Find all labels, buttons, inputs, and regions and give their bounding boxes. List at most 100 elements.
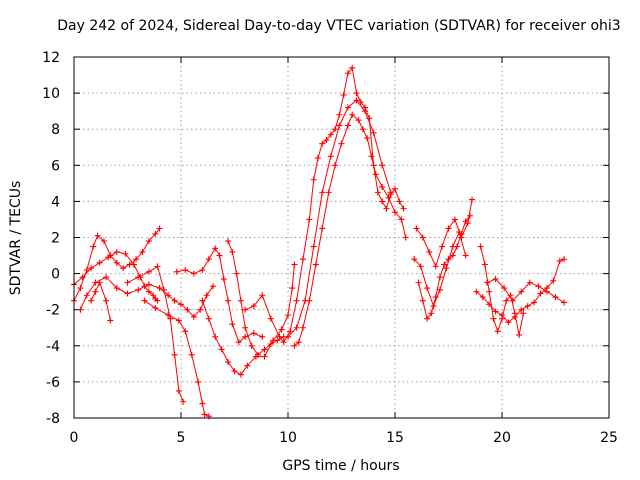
data-point bbox=[561, 256, 568, 263]
data-point bbox=[336, 111, 343, 118]
data-point bbox=[552, 294, 559, 301]
data-point bbox=[520, 310, 527, 317]
data-point bbox=[285, 312, 291, 319]
data-point bbox=[379, 183, 386, 190]
x-axis-title: GPS time / hours bbox=[282, 458, 399, 474]
tick-labels: 0 5 10 15 20 25 -8 -6 -4 -2 0 2 4 6 8 10 12 bbox=[42, 50, 618, 446]
data-point bbox=[175, 317, 182, 324]
data-point bbox=[195, 378, 202, 385]
data-point bbox=[302, 297, 309, 304]
data-point bbox=[516, 331, 523, 338]
data-point bbox=[481, 261, 488, 268]
data-point bbox=[312, 261, 319, 268]
data-point bbox=[205, 256, 212, 263]
data-point bbox=[400, 205, 407, 212]
data-point bbox=[205, 315, 212, 322]
data-point bbox=[387, 189, 394, 196]
data-point bbox=[267, 340, 274, 347]
data-point bbox=[220, 276, 227, 283]
y-tick-label: -8 bbox=[46, 411, 60, 427]
data-point bbox=[285, 333, 291, 340]
data-point bbox=[167, 315, 174, 322]
series-sat-c bbox=[77, 274, 217, 320]
data-point bbox=[154, 263, 161, 270]
data-point bbox=[537, 290, 544, 297]
chart-title: Day 242 of 2024, Sidereal Day-to-day VTE… bbox=[57, 18, 620, 34]
series-sat-l bbox=[285, 97, 394, 340]
data-point bbox=[473, 288, 480, 295]
data-point bbox=[203, 292, 210, 299]
y-tick-label: 6 bbox=[51, 158, 60, 174]
data-point bbox=[439, 243, 446, 250]
data-point bbox=[259, 292, 266, 299]
data-point bbox=[231, 368, 238, 375]
data-point bbox=[319, 140, 326, 147]
data-point bbox=[445, 225, 452, 232]
x-tick-label: 0 bbox=[70, 430, 79, 446]
data-point bbox=[518, 288, 525, 295]
data-point bbox=[451, 216, 458, 223]
data-point bbox=[319, 225, 326, 232]
series-sat-p bbox=[473, 256, 568, 326]
data-point bbox=[103, 297, 110, 304]
data-point bbox=[242, 333, 249, 340]
data-point bbox=[165, 292, 172, 299]
series-line bbox=[415, 199, 473, 267]
series-sat-g bbox=[173, 245, 266, 346]
data-point bbox=[383, 205, 390, 212]
data-point bbox=[556, 257, 563, 264]
data-point bbox=[79, 274, 86, 281]
series-line bbox=[144, 300, 209, 417]
data-point bbox=[415, 279, 422, 286]
data-point bbox=[430, 303, 437, 310]
data-point bbox=[255, 351, 262, 358]
data-point bbox=[462, 252, 469, 259]
y-tick-label: -6 bbox=[46, 375, 60, 391]
data-point bbox=[392, 209, 398, 216]
data-point bbox=[314, 155, 321, 162]
data-point bbox=[225, 359, 232, 366]
y-tick-label: 12 bbox=[42, 50, 60, 66]
data-point bbox=[190, 313, 197, 320]
data-point bbox=[518, 306, 525, 313]
data-point bbox=[492, 308, 499, 315]
data-point bbox=[323, 137, 330, 144]
x-tick-label: 25 bbox=[600, 430, 618, 446]
data-point bbox=[250, 303, 257, 310]
data-point bbox=[210, 283, 217, 290]
data-point bbox=[178, 301, 184, 308]
data-point bbox=[293, 297, 300, 304]
data-point bbox=[368, 153, 375, 160]
series-sat-m bbox=[413, 196, 476, 270]
data-point bbox=[173, 268, 180, 275]
data-point bbox=[362, 108, 369, 115]
data-point bbox=[248, 342, 255, 349]
data-point bbox=[77, 285, 84, 292]
data-point bbox=[484, 279, 491, 286]
x-tick-label: 5 bbox=[177, 430, 186, 446]
data-point bbox=[494, 328, 501, 335]
data-point bbox=[344, 122, 351, 129]
data-point bbox=[524, 303, 531, 310]
data-point bbox=[133, 256, 140, 263]
data-point bbox=[441, 261, 448, 268]
data-point bbox=[535, 283, 542, 290]
data-point bbox=[413, 225, 420, 232]
grid-lines bbox=[74, 57, 609, 418]
data-point bbox=[344, 70, 351, 77]
data-point bbox=[156, 225, 163, 232]
data-point bbox=[225, 297, 232, 304]
data-point bbox=[424, 315, 431, 322]
data-point bbox=[233, 270, 240, 277]
data-point bbox=[276, 333, 283, 340]
data-point bbox=[96, 259, 103, 266]
data-point bbox=[100, 238, 107, 245]
series-line bbox=[201, 264, 295, 376]
data-point bbox=[295, 339, 302, 346]
data-point bbox=[509, 297, 516, 304]
x-tick-label: 20 bbox=[493, 430, 511, 446]
data-point bbox=[107, 317, 114, 324]
data-point bbox=[428, 310, 435, 317]
data-point bbox=[293, 324, 300, 331]
data-point bbox=[259, 333, 266, 340]
